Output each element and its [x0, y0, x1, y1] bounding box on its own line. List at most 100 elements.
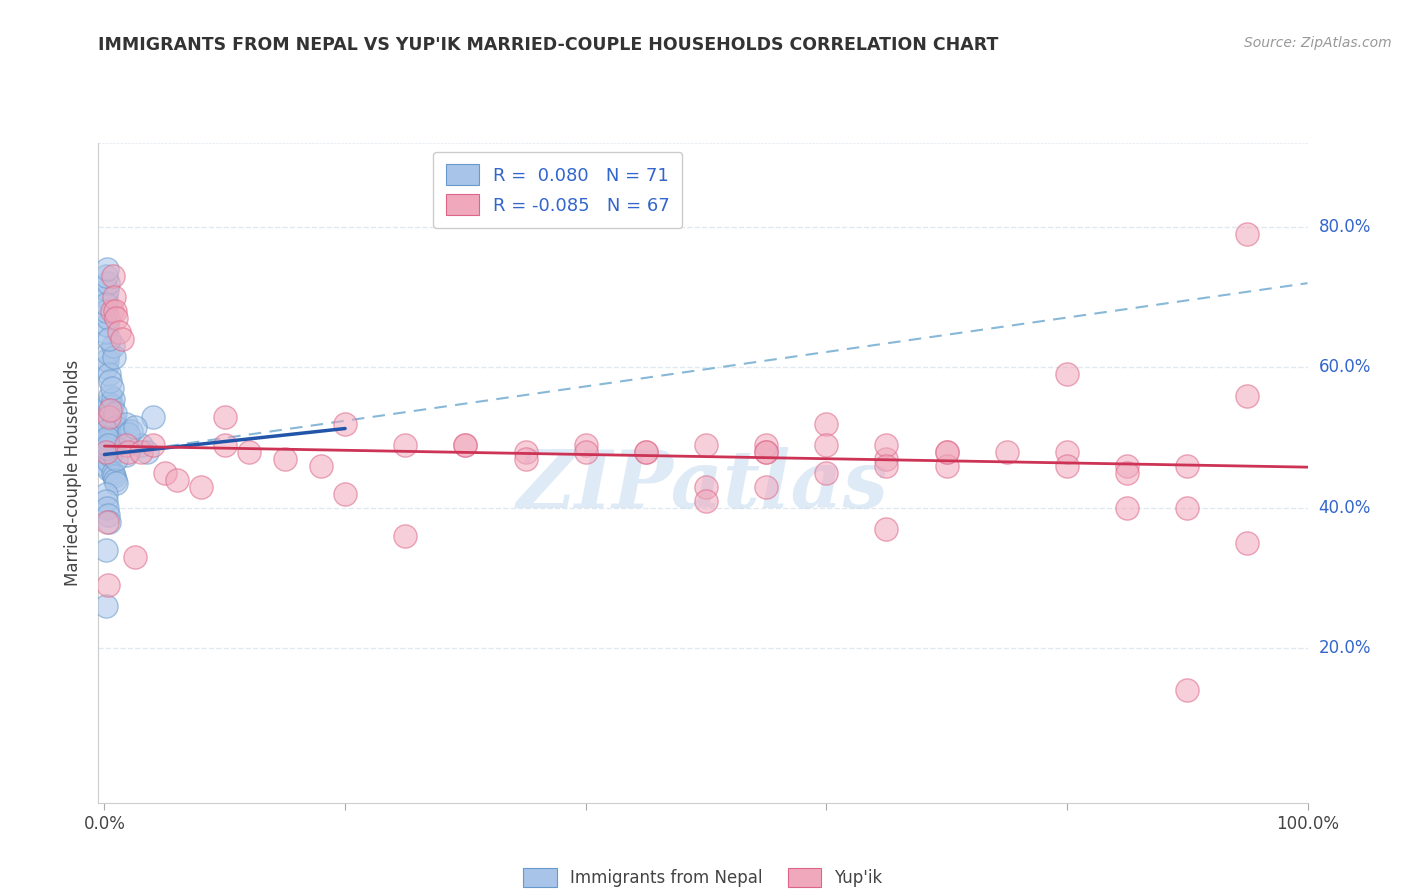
Point — [94, 543, 117, 558]
Point — [1056, 368, 1078, 382]
Point — [1175, 500, 1198, 515]
Point — [104, 406, 127, 420]
Point — [634, 444, 657, 458]
Point — [100, 304, 122, 318]
Point — [105, 451, 128, 466]
Point — [103, 413, 125, 427]
Point — [100, 388, 122, 402]
Point — [1236, 388, 1258, 402]
Point — [117, 444, 139, 458]
Point — [115, 448, 138, 462]
Point — [695, 493, 717, 508]
Legend: Immigrants from Nepal, Yup'ik: Immigrants from Nepal, Yup'ik — [513, 857, 893, 892]
Point — [97, 578, 120, 592]
Point — [101, 434, 124, 449]
Text: ZIPatlas: ZIPatlas — [517, 447, 889, 524]
Point — [94, 424, 117, 438]
Point — [98, 409, 121, 424]
Point — [117, 427, 139, 442]
Point — [103, 431, 125, 445]
Point — [1236, 227, 1258, 241]
Point — [815, 438, 838, 452]
Point — [515, 451, 537, 466]
Y-axis label: Married-couple Households: Married-couple Households — [65, 359, 83, 586]
Point — [97, 431, 120, 445]
Point — [111, 332, 134, 346]
Text: 80.0%: 80.0% — [1319, 218, 1371, 236]
Point — [875, 451, 897, 466]
Text: Source: ZipAtlas.com: Source: ZipAtlas.com — [1244, 36, 1392, 50]
Point — [333, 487, 356, 501]
Point — [875, 438, 897, 452]
Point — [166, 473, 188, 487]
Point — [515, 444, 537, 458]
Point — [394, 438, 416, 452]
Point — [100, 427, 122, 442]
Point — [108, 326, 131, 340]
Point — [1056, 458, 1078, 473]
Text: IMMIGRANTS FROM NEPAL VS YUP'IK MARRIED-COUPLE HOUSEHOLDS CORRELATION CHART: IMMIGRANTS FROM NEPAL VS YUP'IK MARRIED-… — [98, 36, 998, 54]
Point — [100, 382, 122, 396]
Point — [815, 466, 838, 480]
Point — [97, 462, 120, 476]
Point — [755, 480, 778, 494]
Text: 20.0%: 20.0% — [1319, 640, 1371, 657]
Point — [995, 444, 1018, 458]
Point — [96, 515, 118, 529]
Point — [97, 417, 120, 431]
Point — [1175, 458, 1198, 473]
Point — [94, 451, 117, 466]
Point — [129, 444, 152, 458]
Point — [101, 339, 124, 353]
Point — [875, 458, 897, 473]
Point — [101, 269, 124, 284]
Point — [94, 360, 117, 375]
Point — [695, 480, 717, 494]
Point — [105, 311, 128, 326]
Point — [96, 353, 118, 368]
Point — [94, 402, 117, 417]
Point — [103, 469, 125, 483]
Point — [94, 493, 117, 508]
Point — [96, 458, 118, 473]
Point — [94, 269, 117, 284]
Point — [575, 438, 598, 452]
Point — [96, 500, 118, 515]
Point — [100, 375, 122, 389]
Point — [98, 455, 121, 469]
Point — [98, 515, 121, 529]
Point — [94, 297, 117, 311]
Point — [124, 420, 146, 434]
Point — [98, 332, 121, 346]
Point — [755, 444, 778, 458]
Point — [97, 438, 120, 452]
Point — [101, 392, 124, 406]
Point — [98, 434, 121, 449]
Point — [634, 444, 657, 458]
Point — [97, 311, 120, 326]
Point — [97, 276, 120, 290]
Point — [94, 599, 117, 614]
Point — [115, 417, 138, 431]
Point — [1236, 536, 1258, 550]
Point — [94, 434, 117, 449]
Point — [1116, 466, 1139, 480]
Point — [142, 409, 165, 424]
Point — [97, 346, 120, 360]
Point — [96, 262, 118, 277]
Point — [101, 466, 124, 480]
Point — [105, 476, 128, 491]
Point — [755, 438, 778, 452]
Point — [100, 448, 122, 462]
Point — [94, 326, 117, 340]
Point — [97, 508, 120, 522]
Point — [108, 431, 131, 445]
Point — [214, 409, 236, 424]
Point — [1116, 458, 1139, 473]
Point — [333, 417, 356, 431]
Point — [105, 420, 128, 434]
Point — [94, 304, 117, 318]
Point — [94, 438, 117, 452]
Point — [94, 290, 117, 304]
Point — [575, 444, 598, 458]
